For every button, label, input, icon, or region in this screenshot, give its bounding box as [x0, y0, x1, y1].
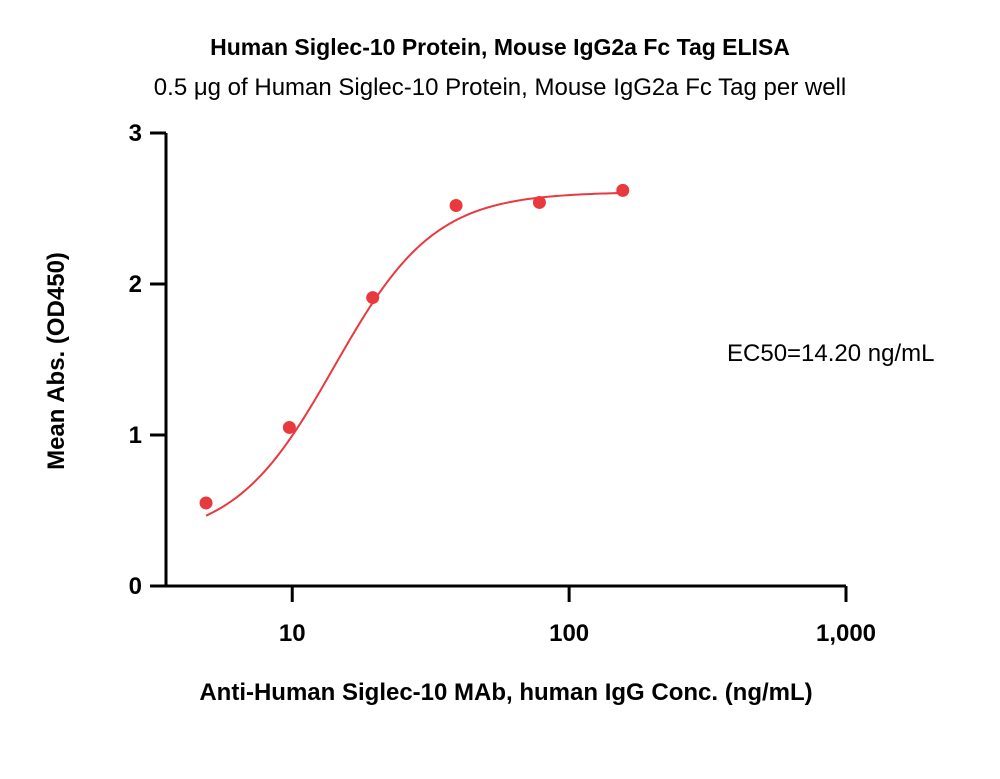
data-point	[366, 291, 380, 305]
y-tick-label: 3	[129, 120, 142, 147]
data-points	[199, 183, 630, 510]
y-tick-label: 0	[129, 573, 142, 600]
x-tick-label: 1,000	[816, 620, 876, 647]
data-point	[616, 183, 630, 197]
y-tick-label: 1	[129, 422, 142, 449]
ec50-annotation: EC50=14.20 ng/mL	[727, 340, 934, 367]
chart-title: Human Siglec-10 Protein, Mouse IgG2a Fc …	[210, 34, 790, 60]
x-tick-label: 100	[549, 620, 589, 647]
y-tick-label: 2	[129, 271, 142, 298]
axes: 0 1 2 3 10 100 1,000	[129, 120, 876, 647]
x-tick-label: 10	[279, 620, 306, 647]
chart-subtitle: 0.5 μg of Human Siglec-10 Protein, Mouse…	[153, 74, 847, 101]
fit-curve	[205, 191, 623, 517]
fit-curve-group	[205, 191, 623, 517]
data-point	[449, 198, 463, 212]
data-point	[282, 420, 296, 434]
y-axis-title: Mean Abs. (OD450)	[43, 252, 70, 470]
data-point	[532, 195, 546, 209]
x-axis-title: Anti-Human Siglec-10 MAb, human IgG Conc…	[199, 679, 812, 706]
data-point	[199, 496, 213, 510]
